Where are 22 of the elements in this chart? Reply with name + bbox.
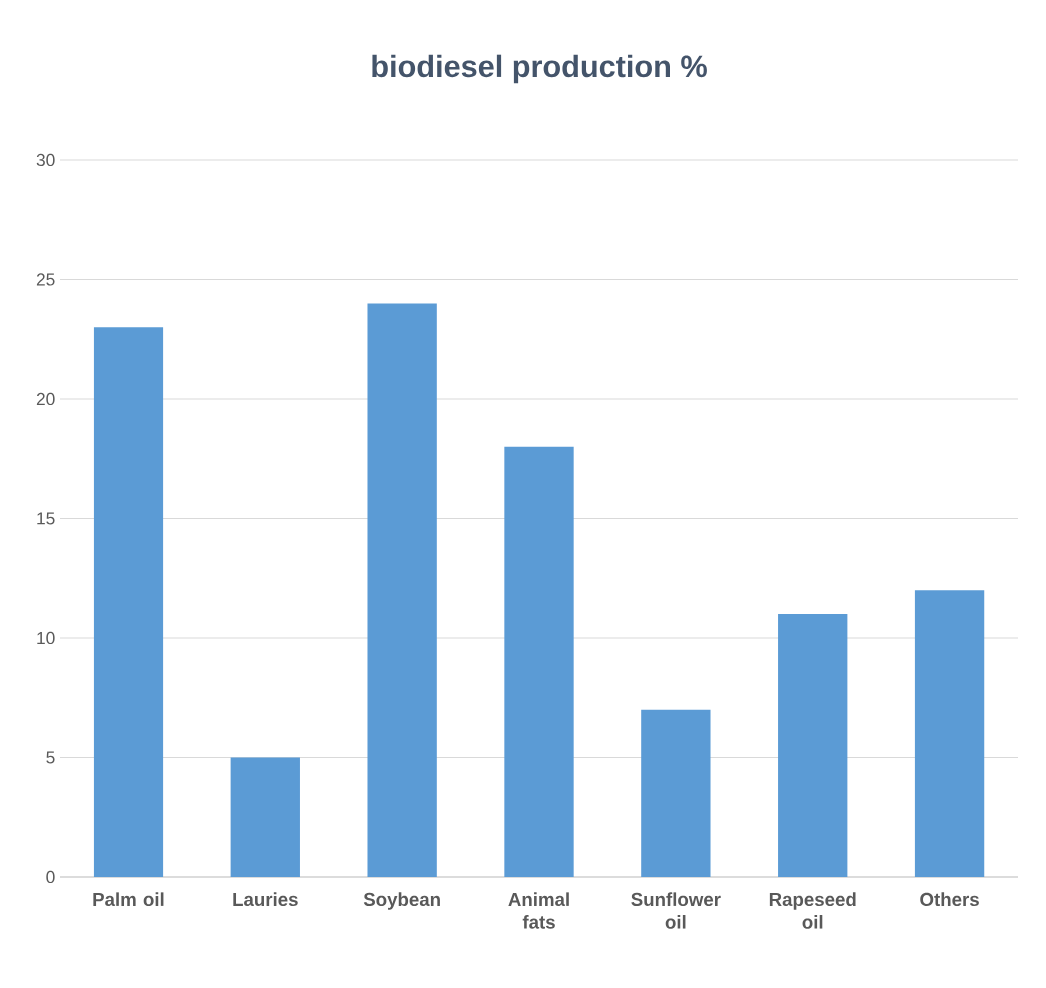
y-tick-label: 20 bbox=[36, 392, 55, 406]
bar bbox=[230, 757, 300, 877]
bar bbox=[641, 709, 711, 877]
y-tick-label: 0 bbox=[46, 870, 55, 884]
x-tick-label: Soybean bbox=[363, 892, 440, 910]
y-tick-label: 30 bbox=[36, 153, 55, 167]
y-tick-label: 5 bbox=[46, 751, 55, 764]
bar bbox=[778, 614, 848, 877]
y-tick-label: 10 bbox=[37, 631, 55, 645]
x-tick-label: Lauries bbox=[233, 892, 298, 907]
x-tick-label: Others bbox=[920, 892, 979, 907]
x-tick-label: Rapeseed oil bbox=[769, 892, 856, 929]
x-tick-label: Sunflower oil bbox=[631, 892, 721, 929]
bar bbox=[93, 327, 164, 877]
x-tick-label: Palm oil bbox=[93, 892, 164, 907]
bar bbox=[367, 303, 437, 877]
chart-title: biodiesel production % bbox=[372, 54, 707, 84]
bar bbox=[504, 446, 574, 877]
y-tick-label: 25 bbox=[36, 273, 55, 286]
y-tick-label: 15 bbox=[37, 512, 55, 525]
x-tick-label: Animal fats bbox=[508, 892, 569, 929]
bar bbox=[914, 590, 985, 877]
